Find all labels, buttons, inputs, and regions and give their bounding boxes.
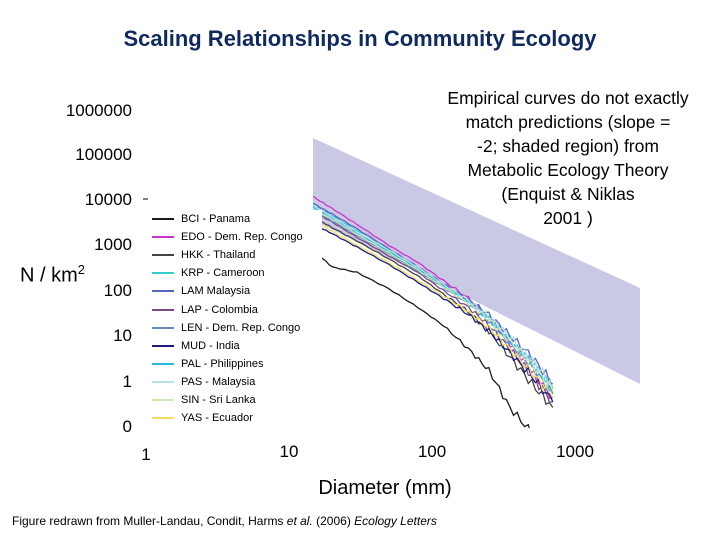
annotation-line: match predictions (slope =	[465, 112, 671, 132]
legend-label: KRP - Cameroon	[181, 267, 265, 280]
y-tick-label: 0	[123, 417, 132, 436]
legend-item: LEN - Dem. Rep. Congo	[152, 319, 322, 337]
y-tick-label: 10	[113, 326, 132, 345]
series-line	[313, 208, 554, 392]
legend-label: HKK - Thailand	[181, 249, 256, 262]
legend-label: BCI - Panama	[181, 213, 251, 226]
y-tick-label: 100	[104, 281, 132, 300]
annotation-line: Empirical curves do not exactly	[447, 88, 689, 108]
x-tick-label: 100	[418, 442, 446, 461]
annotation-line: (Enquist & Niklas	[501, 184, 635, 204]
legend-label: MUD - India	[181, 339, 240, 352]
legend-label: LAM Malaysia	[181, 285, 251, 298]
x-axis-label: Diameter (mm)	[318, 477, 452, 499]
annotation-text: Empirical curves do not exactly match pr…	[418, 86, 718, 230]
legend-label: YAS - Ecuador	[181, 412, 253, 425]
figure-caption: Figure redrawn from Muller-Landau, Condi…	[12, 514, 437, 528]
legend-label: LAP - Colombia	[181, 303, 258, 316]
series-line	[313, 204, 554, 387]
legend: BCI - Panama EDO - Dem. Rep. Congo HKK - T…	[152, 210, 322, 428]
annotation-line: Metabolic Ecology Theory	[467, 160, 669, 180]
chart-title: Scaling Relationships in Community Ecolo…	[123, 26, 597, 51]
shaded-prediction-region	[313, 138, 640, 384]
legend-label: PAS - Malaysia	[181, 375, 256, 388]
legend-item: SIN - Sri Lanka	[152, 391, 322, 409]
y-tick-label: 1	[123, 372, 132, 391]
legend-item: HKK - Thailand	[152, 246, 322, 264]
y-tick-label: 10000	[85, 190, 132, 209]
legend-label: SIN - Sri Lanka	[181, 393, 256, 406]
legend-item: LAP - Colombia	[152, 300, 322, 318]
legend-swatch	[152, 362, 174, 365]
legend-swatch	[152, 290, 174, 293]
legend-item: EDO - Dem. Rep. Congo	[152, 228, 322, 246]
legend-swatch	[152, 398, 174, 401]
legend-swatch	[152, 218, 174, 221]
legend-label: EDO - Dem. Rep. Congo	[181, 231, 303, 244]
legend-swatch	[152, 272, 174, 275]
legend-item: LAM Malaysia	[152, 282, 322, 300]
legend-label: PAL - Philippines	[181, 357, 264, 370]
legend-swatch	[152, 417, 174, 420]
x-tick-label: 1000	[556, 442, 594, 461]
legend-swatch	[152, 326, 174, 329]
legend-label: LEN - Dem. Rep. Congo	[181, 321, 301, 334]
y-tick-label: 1000000	[66, 101, 132, 120]
legend-item: PAL - Philippines	[152, 355, 322, 373]
x-tick-label: 10	[280, 442, 299, 461]
y-axis-label: N / km2	[20, 262, 86, 287]
x-tick-label: 1	[141, 445, 150, 464]
legend-swatch	[152, 236, 174, 239]
annotation-line: 2001 )	[543, 208, 593, 228]
legend-swatch	[152, 254, 174, 257]
legend-item: KRP - Cameroon	[152, 264, 322, 282]
legend-item: YAS - Ecuador	[152, 409, 322, 427]
legend-item: BCI - Panama	[152, 210, 322, 228]
y-tick-label: 1000	[94, 235, 132, 254]
annotation-line: -2; shaded region) from	[477, 136, 659, 156]
legend-item: PAS - Malaysia	[152, 373, 322, 391]
legend-item: MUD - India	[152, 337, 322, 355]
legend-swatch	[152, 380, 174, 383]
legend-swatch	[152, 308, 174, 311]
y-tick-label: 100000	[75, 145, 132, 164]
legend-swatch	[152, 344, 174, 347]
